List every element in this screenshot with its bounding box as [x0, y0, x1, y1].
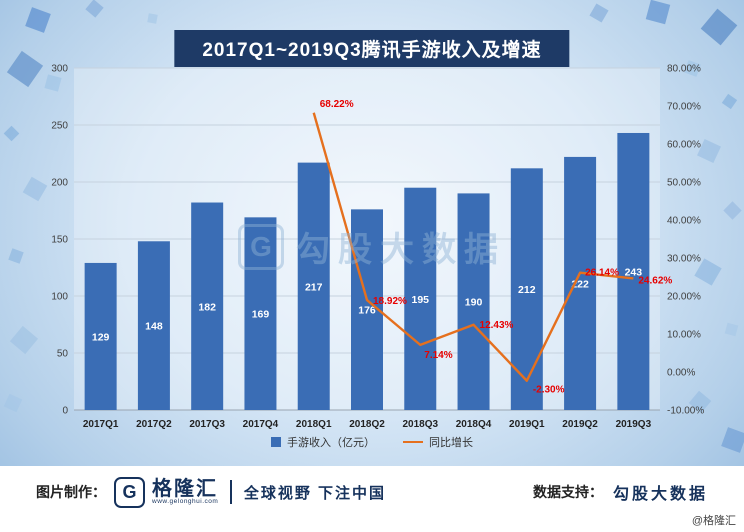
decor-square: [85, 0, 104, 18]
left-axis-tick: 200: [51, 178, 68, 189]
footer-slogan: 全球视野 下注中国: [243, 484, 386, 502]
footer-bar: 图片制作： G 格隆汇 www.gelonghui.com 全球视野 下注中国 …: [0, 466, 744, 532]
bar-2017Q2[interactable]: [137, 241, 170, 410]
decor-square: [724, 322, 739, 337]
growth-value-label: 26.14%: [585, 268, 619, 279]
bar-value-label: 129: [92, 331, 110, 343]
bar-value-label: 169: [252, 309, 270, 321]
growth-value-label: 18.92%: [373, 296, 407, 307]
right-axis-tick: 70.00%: [667, 102, 701, 113]
bar-value-label: 212: [518, 284, 536, 296]
legend-item[interactable]: 同比增长: [403, 434, 473, 450]
right-axis-tick: 10.00%: [667, 330, 701, 341]
legend-label: 同比增长: [429, 437, 473, 449]
footer-divider: [230, 480, 232, 504]
bar-value-label: 182: [198, 301, 216, 313]
footer-row: 图片制作： G 格隆汇 www.gelonghui.com 全球视野 下注中国 …: [0, 466, 744, 516]
growth-value-label: 7.14%: [424, 350, 452, 361]
right-axis-tick: 20.00%: [667, 292, 701, 303]
bar-2019Q3[interactable]: [617, 132, 650, 410]
x-axis-label: 2019Q1: [509, 419, 545, 430]
bar-value-label: 217: [305, 281, 323, 293]
bar-value-label: 243: [625, 266, 643, 278]
growth-value-label: 68.22%: [320, 99, 354, 110]
right-axis-tick: 50.00%: [667, 178, 701, 189]
footer-handle: @格隆汇: [691, 515, 736, 527]
chart-title: 2017Q1~2019Q3腾讯手游收入及增速: [174, 30, 570, 67]
decor-square: [700, 8, 738, 46]
x-axis-label: 2017Q3: [189, 419, 225, 430]
x-axis-label: 2018Q4: [456, 419, 492, 430]
growth-value-label: 24.62%: [638, 275, 672, 286]
growth-line[interactable]: [312, 112, 634, 382]
legend-label: 手游收入（亿元）: [287, 437, 375, 449]
gelonghui-logo-text-block: 格隆汇 www.gelonghui.com: [152, 479, 218, 506]
x-axis-label: 2018Q3: [402, 419, 438, 430]
bar-2017Q3[interactable]: [191, 202, 224, 410]
bar-2018Q4[interactable]: [457, 193, 490, 410]
legend-square-marker: [271, 437, 281, 447]
bar-value-label: 176: [358, 305, 376, 317]
left-axis-tick: 300: [51, 64, 68, 75]
left-axis-tick: 100: [51, 292, 68, 303]
right-axis-tick: 40.00%: [667, 216, 701, 227]
growth-value-label: -2.30%: [533, 385, 565, 396]
decor-square: [721, 93, 738, 110]
bar-2018Q3[interactable]: [404, 187, 437, 410]
bar-value-label: 190: [465, 297, 483, 309]
data-support-label: 数据支持：: [532, 484, 603, 500]
legend-item[interactable]: 手游收入（亿元）: [271, 434, 375, 450]
bar-2019Q2[interactable]: [564, 156, 597, 410]
decor-square: [3, 393, 23, 413]
legend-line-marker: [403, 440, 423, 444]
decor-square: [147, 13, 158, 24]
x-axis-label: 2017Q1: [83, 419, 119, 430]
left-axis-tick: 50: [57, 349, 69, 360]
gelonghui-logo-icon: G: [114, 476, 145, 508]
decor-square: [3, 125, 20, 142]
gelonghui-logo-url: www.gelonghui.com: [152, 497, 219, 505]
bar-2018Q1[interactable]: [297, 162, 330, 410]
x-axis-label: 2017Q4: [243, 419, 279, 430]
gelonghui-logo-text: 格隆汇: [152, 477, 218, 500]
decor-square: [723, 201, 742, 220]
right-axis-tick: 0.00%: [667, 368, 695, 379]
x-axis-label: 2019Q3: [616, 419, 652, 430]
bar-2017Q4[interactable]: [244, 217, 277, 410]
left-axis-tick: 150: [51, 235, 68, 246]
decor-square: [25, 7, 51, 33]
left-axis-tick: 250: [51, 121, 68, 132]
right-axis-tick: 60.00%: [667, 140, 701, 151]
right-axis-tick: 80.00%: [667, 64, 701, 75]
decor-square: [8, 248, 24, 264]
left-axis-tick: 0: [62, 406, 68, 417]
decor-square: [589, 3, 609, 23]
x-axis-label: 2018Q1: [296, 419, 332, 430]
right-axis-tick: 30.00%: [667, 254, 701, 265]
made-by-label: 图片制作：: [36, 484, 106, 500]
decor-square: [645, 0, 671, 25]
gelonghui-logo[interactable]: G 格隆汇 www.gelonghui.com: [114, 476, 218, 508]
data-support-value: 勾股大数据: [612, 486, 708, 503]
bar-value-label: 148: [145, 321, 163, 333]
growth-value-label: 12.43%: [480, 320, 514, 331]
right-axis-tick: -10.00%: [667, 406, 704, 417]
chart-legend: 手游收入（亿元） 同比增长: [0, 434, 744, 450]
revenue-growth-chart: 0 50 100 150 200 250 300 -10.00% 0.00% 10.00% 20.0…: [51, 64, 704, 431]
x-axis-label: 2018Q2: [349, 419, 385, 430]
x-axis-label: 2019Q2: [562, 419, 598, 430]
bar-2017Q1[interactable]: [84, 262, 117, 410]
bar-value-label: 195: [412, 294, 430, 306]
x-axis-label: 2017Q2: [136, 419, 172, 430]
